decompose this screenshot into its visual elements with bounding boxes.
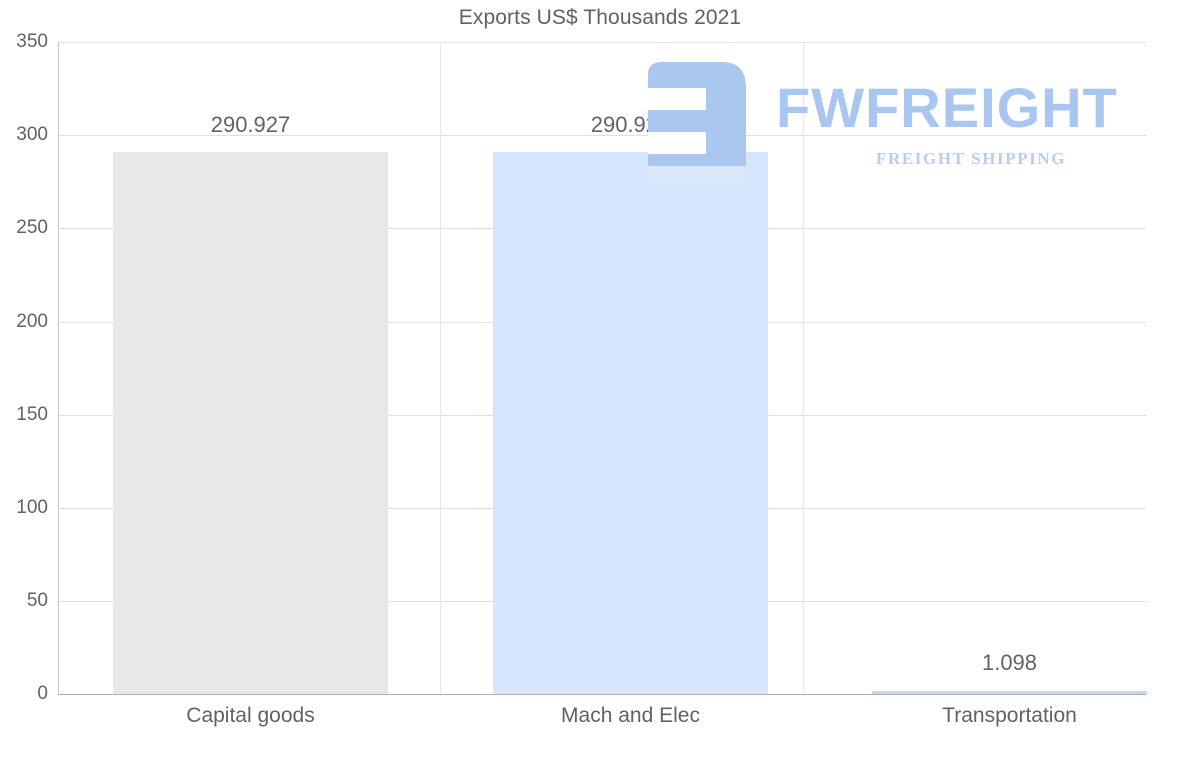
y-tick-100: 100 (16, 497, 48, 518)
y-tick-150: 150 (16, 404, 48, 425)
value-label-capital-goods: 290.927 (210, 112, 291, 137)
value-label-transportation: 1.098 (981, 650, 1038, 675)
y-tick-350: 350 (16, 31, 48, 52)
plot-area (58, 42, 1147, 694)
gridline-350 (58, 42, 1146, 43)
value-label-mach-and-elec: 290.927 (590, 112, 671, 137)
x-axis-line (58, 694, 1146, 695)
x-tick-transportation: Transportation (942, 704, 1077, 727)
category-divider-1 (440, 42, 441, 694)
gridline-300 (58, 135, 1146, 136)
x-tick-capital-goods: Capital goods (186, 704, 315, 727)
y-tick-300: 300 (16, 124, 48, 145)
x-tick-mach-and-elec: Mach and Elec (561, 704, 700, 727)
bar-capital-goods[interactable] (113, 152, 388, 694)
y-axis-line (58, 42, 59, 695)
y-tick-50: 50 (26, 590, 48, 611)
category-divider-2 (803, 42, 804, 694)
chart-title: Exports US$ Thousands 2021 (458, 6, 742, 29)
y-tick-250: 250 (16, 217, 48, 238)
y-tick-200: 200 (16, 311, 48, 332)
bar-transportation[interactable] (872, 691, 1147, 694)
y-tick-0: 0 (37, 683, 48, 704)
bar-mach-and-elec[interactable] (493, 152, 768, 694)
